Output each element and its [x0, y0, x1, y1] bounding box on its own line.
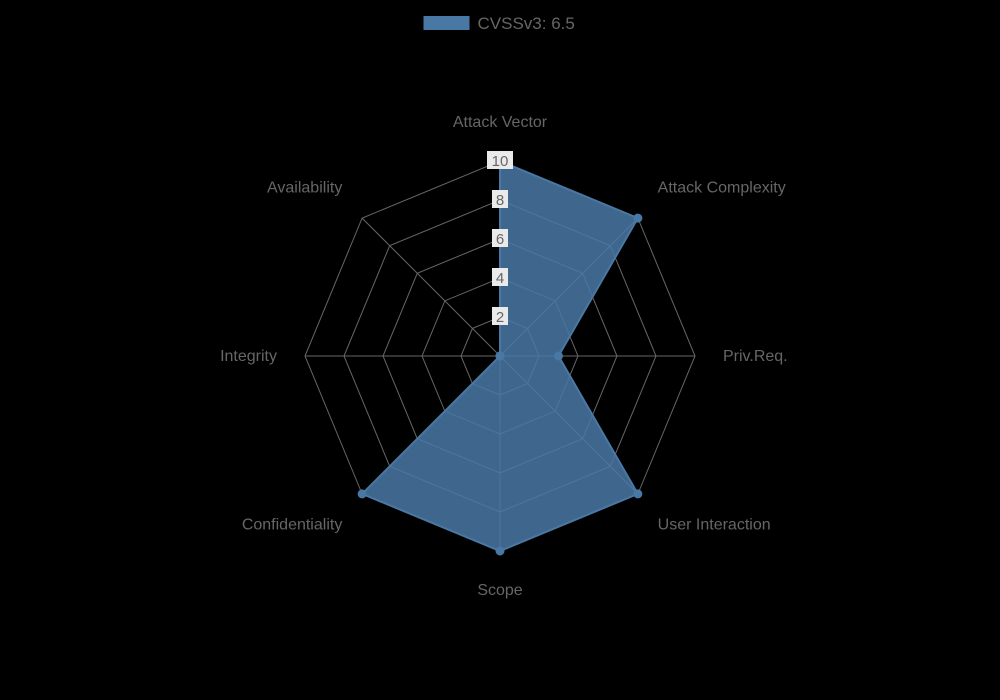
- series-cvss-point: [496, 547, 504, 555]
- series-cvss-point: [555, 352, 563, 360]
- axis-label: User Interaction: [658, 517, 771, 534]
- axis-label: Attack Complexity: [658, 179, 786, 196]
- series-cvss-point: [496, 352, 504, 360]
- axis-label: Scope: [477, 582, 522, 599]
- series-cvss-point: [358, 490, 366, 498]
- radar-chart-container: 2 4 6 8 10 Attack Vector Attack Complexity Priv…: [0, 0, 1000, 700]
- radar-chart-svg: 2 4 6 8 10 Attack Vector Attack Complexity Priv…: [0, 0, 1000, 700]
- axis-label: Attack Vector: [453, 114, 548, 131]
- axis-label: Availability: [267, 179, 342, 196]
- tick-label: 2: [496, 309, 504, 326]
- tick-label: 10: [492, 153, 509, 170]
- tick-label: 8: [496, 192, 504, 209]
- tick-label: 6: [496, 231, 504, 248]
- axis-label: Integrity: [220, 348, 277, 365]
- tick-label: 4: [496, 270, 504, 287]
- legend-label: CVSSv3: 6.5: [478, 14, 575, 33]
- series-cvss-point: [634, 490, 642, 498]
- axis-label: Confidentiality: [242, 517, 343, 534]
- legend-swatch: [424, 16, 470, 30]
- series-cvss-point: [634, 214, 642, 222]
- axis-label: Priv.Req.: [723, 348, 788, 365]
